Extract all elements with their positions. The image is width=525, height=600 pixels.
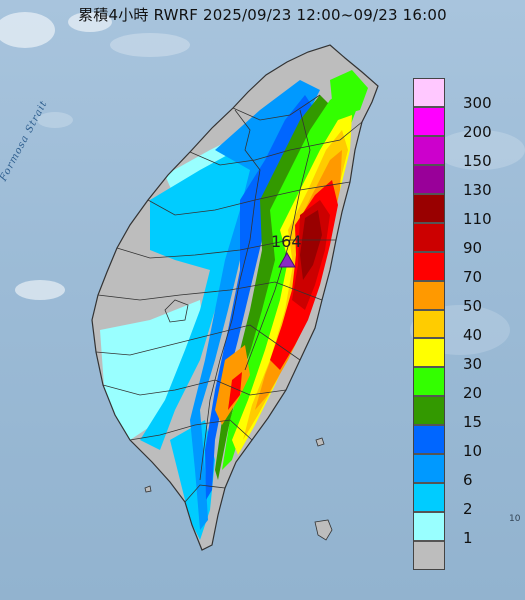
legend-swatch	[413, 396, 445, 426]
rain-ne-green	[330, 70, 368, 115]
legend-swatch	[413, 367, 445, 397]
legend-row: 70	[413, 251, 513, 286]
legend-swatch	[413, 541, 445, 570]
legend-swatch	[413, 483, 445, 513]
legend-row: 1	[413, 512, 513, 547]
legend-label: 10	[463, 441, 483, 460]
legend-label: 300	[463, 94, 492, 113]
rainfall-legend: 300 200 150 130 110 90 70 50 40 30 20 15 10 6 2 1	[413, 78, 513, 570]
edge-number-label: 10	[509, 514, 521, 524]
legend-row	[413, 541, 513, 570]
legend-swatch	[413, 106, 445, 136]
legend-swatch	[413, 135, 445, 165]
legend-swatch	[413, 454, 445, 484]
legend-label: 150	[463, 152, 492, 171]
legend-swatch	[413, 164, 445, 194]
rain-110mm-area	[300, 210, 322, 280]
legend-label: 40	[463, 325, 483, 344]
legend-label: 130	[463, 181, 492, 200]
legend-label: 2	[463, 499, 473, 518]
legend-label: 20	[463, 383, 483, 402]
peak-value-label: 164	[271, 232, 302, 251]
legend-row: 10	[413, 425, 513, 460]
peak-triangle-marker	[278, 251, 296, 268]
legend-row: 90	[413, 222, 513, 257]
islands	[144, 437, 333, 541]
legend-swatch	[413, 193, 445, 223]
legend-label: 200	[463, 123, 492, 142]
map-title: 累積4小時 RWRF 2025/09/23 12:00~09/23 16:00	[78, 6, 447, 24]
legend-row: 110	[413, 193, 513, 228]
legend-row: 50	[413, 280, 513, 315]
legend-label: 1	[463, 528, 473, 547]
legend-row: 200	[413, 106, 513, 141]
rain-cells-south-red	[228, 372, 242, 410]
legend-row: 6	[413, 454, 513, 489]
legend-label: 50	[463, 297, 483, 316]
legend-label: 15	[463, 412, 483, 431]
legend-row: 150	[413, 135, 513, 170]
legend-swatch	[413, 512, 445, 542]
rain-1mm-area	[100, 300, 205, 440]
legend-swatch	[413, 78, 445, 107]
legend-row: 2	[413, 483, 513, 518]
legend-label: 90	[463, 239, 483, 258]
legend-row: 15	[413, 396, 513, 431]
legend-row: 130	[413, 164, 513, 199]
legend-row: 20	[413, 367, 513, 402]
county-borders	[91, 44, 379, 551]
rain-10mm-area	[205, 95, 315, 500]
legend-label: 110	[463, 210, 492, 229]
legend-swatch	[413, 309, 445, 339]
legend-swatch	[413, 425, 445, 455]
legend-swatch	[413, 251, 445, 281]
legend-swatch	[413, 338, 445, 368]
legend-row: 30	[413, 338, 513, 373]
legend-label: 30	[463, 354, 483, 373]
legend-swatch	[413, 222, 445, 252]
legend-swatch	[413, 280, 445, 310]
legend-label: 70	[463, 268, 483, 287]
legend-label: 6	[463, 470, 473, 489]
legend-row: 40	[413, 309, 513, 344]
legend-row: 300	[413, 78, 513, 112]
